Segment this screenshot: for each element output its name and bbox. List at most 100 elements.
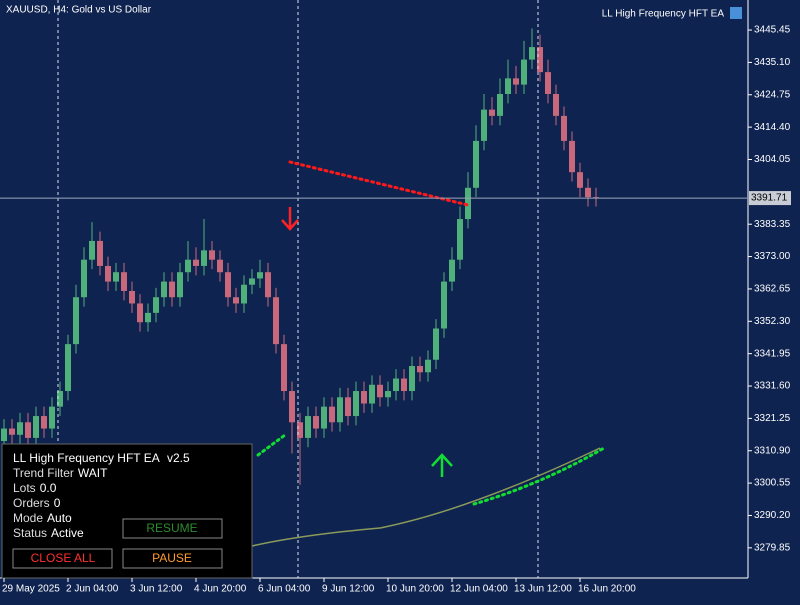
candle-body — [425, 359, 431, 373]
candle-body — [177, 272, 183, 298]
plot — [1, 28, 599, 485]
candle-body — [569, 140, 575, 173]
row-value: 0.0 — [40, 481, 57, 495]
candle-body — [537, 47, 543, 73]
candle-body — [345, 397, 351, 417]
candle-body — [521, 59, 527, 85]
resume-label[interactable]: RESUME — [146, 521, 197, 535]
x-tick-label: 6 Jun 04:00 — [258, 584, 311, 595]
candle-body — [25, 422, 31, 438]
candle-body — [377, 384, 383, 398]
resume-button[interactable] — [122, 518, 223, 539]
y-tick-label: 3310.90 — [754, 445, 791, 456]
candle-body — [41, 416, 47, 429]
candle-body — [473, 140, 479, 188]
candle-body — [337, 397, 343, 423]
panel-version: v2.5 — [167, 451, 190, 465]
y-tick-label: 3424.75 — [754, 89, 791, 100]
row-value: 0 — [54, 496, 61, 510]
candle-body — [81, 259, 87, 298]
ea-icon — [730, 7, 742, 19]
support-dots — [472, 446, 606, 506]
candle-body — [89, 240, 95, 260]
row-value: Active — [51, 526, 84, 540]
x-tick-label: 13 Jun 12:00 — [514, 584, 572, 595]
candle-body — [465, 187, 471, 220]
sell-arrow — [281, 207, 299, 231]
candle-body — [217, 259, 223, 273]
ea-panel: LL High Frequency HFT EA v2.5 Trend Filt… — [1, 443, 253, 579]
candle-body — [585, 187, 591, 198]
candle-body — [361, 391, 367, 404]
panel-box — [1, 443, 253, 579]
row-value: Auto — [47, 511, 72, 525]
slow-ma — [251, 447, 601, 547]
candle-body — [441, 281, 447, 329]
candle-body — [137, 303, 143, 323]
candle-body — [513, 78, 519, 85]
y-tick-label: 3445.45 — [754, 25, 791, 36]
x-tick-label: 2 Jun 04:00 — [66, 584, 119, 595]
candle-body — [105, 265, 111, 282]
pause-label[interactable]: PAUSE — [152, 551, 192, 565]
y-tick-label: 3404.05 — [754, 154, 791, 165]
candle-body — [457, 219, 463, 260]
y-tick-label: 3352.30 — [754, 316, 791, 327]
y-tick-label: 3341.95 — [754, 348, 791, 359]
candle-body — [305, 416, 311, 438]
row-label: Orders — [13, 496, 50, 510]
y-tick-label: 3321.25 — [754, 413, 791, 424]
row-label: Lots — [13, 481, 36, 495]
y-tick-label: 3383.35 — [754, 219, 791, 230]
ea-label: LL High Frequency HFT EA — [602, 9, 725, 20]
candle-body — [393, 378, 399, 392]
candle-body — [257, 272, 263, 279]
candle-body — [489, 109, 495, 116]
x-tick-label: 29 May 2025 — [2, 584, 60, 595]
candle-body — [97, 240, 103, 266]
candle-body — [233, 297, 239, 304]
candle-body — [529, 47, 535, 60]
row-label: Trend Filter — [13, 466, 74, 480]
y-tick-label: 3290.20 — [754, 510, 791, 521]
candle-body — [353, 391, 359, 417]
candle-body — [561, 115, 567, 141]
y-tick-label: 3362.65 — [754, 284, 791, 295]
candle-body — [1, 428, 7, 442]
close-all-button[interactable] — [12, 548, 113, 569]
support-dots — [256, 433, 287, 457]
candle-body — [113, 272, 119, 282]
candle-body — [241, 284, 247, 304]
candle-body — [329, 406, 335, 423]
close-all-label[interactable]: CLOSE ALL — [31, 551, 96, 565]
candle-body — [449, 259, 455, 282]
candle-body — [145, 312, 151, 323]
candle-body — [129, 290, 135, 304]
x-tick-label: 16 Jun 20:00 — [578, 584, 636, 595]
candle-body — [73, 297, 79, 345]
candle-body — [553, 93, 559, 116]
candle-body — [321, 406, 327, 429]
candle-body — [201, 250, 207, 266]
buy-arrow — [431, 453, 453, 477]
y-tick-label: 3279.85 — [754, 542, 791, 553]
y-tick-label: 3331.60 — [754, 381, 791, 392]
candle-body — [297, 422, 303, 438]
candle-body — [313, 416, 319, 429]
x-tick-label: 3 Jun 12:00 — [130, 584, 183, 595]
y-tick-label: 3373.00 — [754, 251, 791, 262]
candle-body — [497, 93, 503, 116]
candle-body — [209, 250, 215, 260]
candle-body — [481, 109, 487, 141]
pause-button[interactable] — [122, 548, 223, 569]
candle-body — [369, 384, 375, 404]
candle-body — [281, 344, 287, 392]
y-tick-label: 3414.40 — [754, 122, 791, 133]
candle-body — [401, 378, 407, 392]
candle-body — [49, 406, 55, 429]
candle-body — [577, 172, 583, 188]
candle-body — [169, 281, 175, 298]
chart-title: XAUUSD, H4: Gold vs US Dollar — [6, 5, 152, 16]
